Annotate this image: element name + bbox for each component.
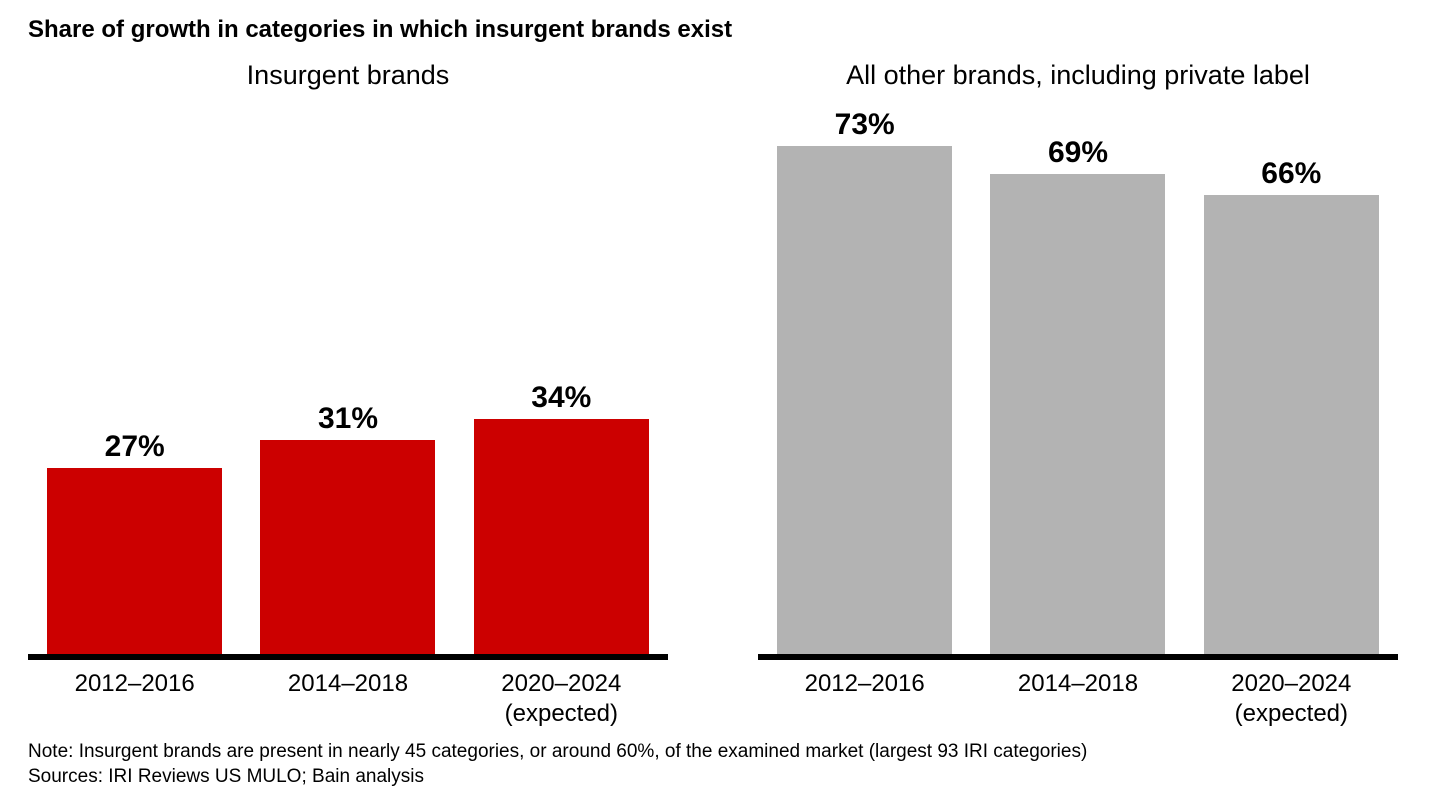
bar [474,419,649,657]
bar-wrap: 73% [758,110,971,657]
x-tick: 2020–2024 (expected) [455,669,668,729]
bar-wrap: 31% [241,404,454,657]
bar-value-label: 66% [1261,159,1321,189]
x-tick-label: 2020–2024 [501,670,621,697]
x-axis: 2012–2016 2014–2018 2020–2024 (expected) [758,669,1398,729]
chart-title: Share of growth in categories in which i… [28,16,1412,45]
panel-other-brands: All other brands, including private labe… [758,57,1398,729]
x-axis-baseline [28,654,668,660]
bars-group: 73% 69% 66% [758,97,1398,657]
bar-value-label: 31% [318,404,378,434]
x-axis-baseline [758,654,1398,660]
bar-wrap: 69% [971,138,1184,657]
bar-wrap: 66% [1185,159,1398,657]
x-tick: 2014–2018 [241,669,454,729]
x-tick: 2012–2016 [758,669,971,729]
bar [990,174,1165,657]
bar-wrap: 34% [455,383,668,657]
bar-value-label: 34% [531,383,591,413]
x-tick: 2020–2024 (expected) [1185,669,1398,729]
x-tick-sublabel: (expected) [1185,699,1398,729]
bar [777,146,952,657]
bar-value-label: 69% [1048,138,1108,168]
bar [47,468,222,657]
panel-title: Insurgent brands [28,57,668,93]
chart-root: Share of growth in categories in which i… [0,0,1440,810]
x-tick-label: 2014–2018 [288,670,408,697]
panel-title: All other brands, including private labe… [758,57,1398,93]
x-tick-label: 2014–2018 [1018,670,1138,697]
bar-value-label: 73% [835,110,895,140]
x-tick: 2014–2018 [971,669,1184,729]
x-tick-label: 2020–2024 [1231,670,1351,697]
x-tick-label: 2012–2016 [805,670,925,697]
bar-wrap: 27% [28,432,241,657]
bar [1204,195,1379,657]
footnotes: Note: Insurgent brands are present in ne… [28,739,1087,790]
panel-insurgent: Insurgent brands 27% 31% 34% [28,57,668,729]
sources-text: Sources: IRI Reviews US MULO; Bain analy… [28,764,1087,790]
x-axis: 2012–2016 2014–2018 2020–2024 (expected) [28,669,668,729]
bars-group: 27% 31% 34% [28,97,668,657]
plot-area: 73% 69% 66% [758,97,1398,657]
x-tick: 2012–2016 [28,669,241,729]
bar-value-label: 27% [105,432,165,462]
note-text: Note: Insurgent brands are present in ne… [28,739,1087,765]
panels-row: Insurgent brands 27% 31% 34% [28,57,1412,729]
bar [260,440,435,657]
x-tick-label: 2012–2016 [75,670,195,697]
x-tick-sublabel: (expected) [455,699,668,729]
plot-area: 27% 31% 34% [28,97,668,657]
